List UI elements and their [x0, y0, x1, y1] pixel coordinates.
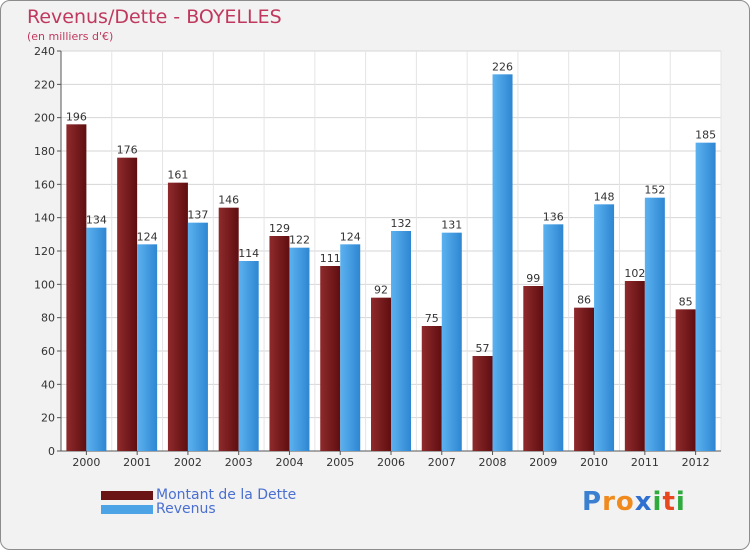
bar-dette: [218, 207, 239, 451]
data-label-revenus: 136: [543, 210, 564, 223]
data-label-dette: 161: [167, 169, 188, 182]
data-label-dette: 129: [269, 222, 290, 235]
x-tick-label: 2011: [631, 456, 659, 469]
x-tick-label: 2005: [326, 456, 354, 469]
logo-letter: P: [582, 487, 603, 517]
bar-dette: [66, 124, 87, 451]
data-label-dette: 75: [425, 312, 439, 325]
logo-letter: x: [634, 487, 653, 517]
data-label-revenus: 132: [391, 217, 412, 230]
bar-revenus: [187, 222, 208, 451]
data-label-dette: 86: [577, 294, 591, 307]
logo-letter: r: [602, 487, 616, 517]
bar-dette: [167, 182, 188, 451]
data-label-dette: 92: [374, 284, 388, 297]
bar-dette: [320, 266, 341, 451]
data-label-revenus: 185: [695, 129, 716, 142]
x-tick-label: 2006: [377, 456, 405, 469]
bar-dette: [117, 157, 138, 451]
x-tick-label: 2000: [72, 456, 100, 469]
x-tick-label: 2004: [275, 456, 303, 469]
data-label-dette: 102: [624, 267, 645, 280]
x-tick-label: 2001: [123, 456, 151, 469]
logo-letter: i: [652, 487, 663, 517]
bar-revenus: [137, 244, 158, 451]
y-tick-label: 20: [41, 412, 55, 425]
legend-item-dette: Montant de la Dette: [101, 487, 296, 503]
data-label-dette: 57: [476, 342, 490, 355]
bar-revenus: [441, 232, 462, 451]
y-tick-label: 40: [41, 378, 55, 391]
bar-dette: [472, 356, 493, 451]
data-label-revenus: 152: [644, 184, 665, 197]
chart-subtitle: (en milliers d'€): [27, 30, 114, 43]
bar-revenus: [289, 247, 310, 451]
data-label-revenus: 124: [340, 230, 361, 243]
y-tick-label: 100: [34, 278, 55, 291]
data-label-dette: 85: [679, 295, 693, 308]
proxiti-logo: Proxiti: [582, 487, 686, 517]
y-tick-label: 140: [34, 212, 55, 225]
data-label-dette: 99: [526, 272, 540, 285]
y-tick-label: 120: [34, 245, 55, 258]
data-label-revenus: 134: [86, 214, 107, 227]
bar-dette: [421, 326, 442, 451]
y-tick-label: 0: [48, 445, 55, 458]
x-tick-label: 2010: [580, 456, 608, 469]
bar-revenus: [644, 197, 665, 451]
data-label-revenus: 122: [289, 234, 310, 247]
bar-revenus: [86, 227, 107, 451]
x-tick-label: 2012: [682, 456, 710, 469]
y-tick-label: 160: [34, 178, 55, 191]
y-tick-label: 180: [34, 145, 55, 158]
bar-revenus: [695, 142, 716, 451]
legend-label-revenus: Revenus: [156, 501, 216, 517]
bar-dette: [574, 307, 595, 451]
data-label-revenus: 124: [137, 230, 158, 243]
data-label-revenus: 148: [594, 190, 615, 203]
data-label-revenus: 131: [441, 219, 462, 232]
data-label-revenus: 114: [238, 247, 259, 260]
data-label-dette: 111: [320, 252, 341, 265]
legend-swatch-dette: [101, 490, 153, 500]
chart-title: Revenus/Dette - BOYELLES: [27, 6, 282, 28]
legend-swatch-revenus: [101, 504, 153, 514]
data-label-dette: 196: [66, 110, 87, 123]
data-label-dette: 146: [218, 194, 239, 207]
data-label-revenus: 226: [492, 60, 513, 73]
bar-dette: [269, 236, 290, 451]
bar-revenus: [340, 244, 361, 451]
data-label-revenus: 137: [187, 209, 208, 222]
y-tick-label: 220: [34, 78, 55, 91]
y-tick-label: 240: [34, 45, 55, 58]
logo-letter: o: [615, 487, 635, 517]
bar-dette: [371, 297, 391, 451]
x-tick-label: 2002: [174, 456, 202, 469]
x-tick-label: 2007: [428, 456, 456, 469]
bar-dette: [523, 286, 544, 451]
x-tick-label: 2009: [529, 456, 557, 469]
x-tick-label: 2003: [225, 456, 253, 469]
x-tick-label: 2008: [479, 456, 507, 469]
legend-item-revenus: Revenus: [101, 501, 216, 517]
y-tick-label: 60: [41, 345, 55, 358]
y-tick-label: 80: [41, 312, 55, 325]
bar-revenus: [594, 204, 615, 451]
y-tick-label: 200: [34, 112, 55, 125]
logo-letter: i: [675, 487, 686, 517]
logo-letter: t: [662, 487, 676, 517]
data-label-dette: 176: [117, 144, 138, 157]
legend-label-dette: Montant de la Dette: [156, 487, 297, 503]
bar-dette: [624, 281, 645, 451]
bar-revenus: [492, 74, 513, 451]
bar-revenus: [543, 224, 564, 451]
bar-dette: [675, 309, 696, 451]
bar-revenus: [391, 231, 411, 451]
bar-revenus: [238, 261, 259, 451]
